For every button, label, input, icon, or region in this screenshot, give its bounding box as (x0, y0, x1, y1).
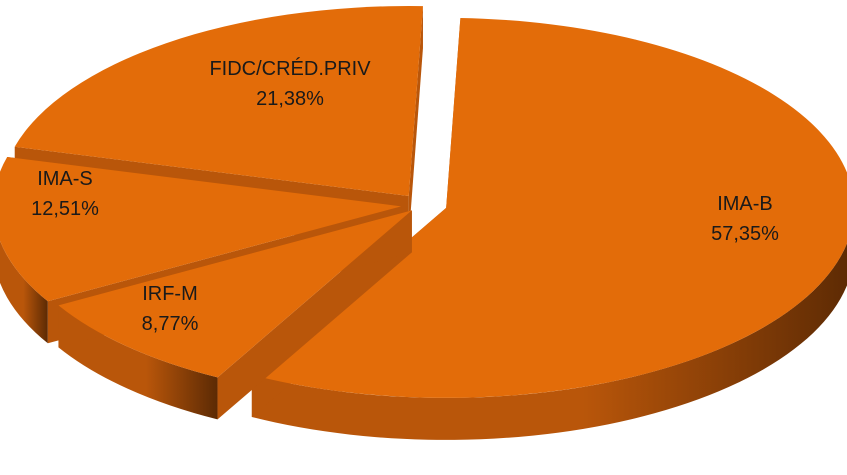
pie-slice-side (251, 243, 847, 440)
slice-value-ima-s: 12,51% (31, 198, 99, 220)
pie-slice-top (0, 157, 402, 302)
slice-value-fidc-cr-d-priv: 21,38% (256, 88, 324, 110)
pie-slice-top (251, 18, 847, 398)
pie-slice-irf-m (58, 210, 412, 420)
pie-slice-top (14, 6, 423, 197)
pie-slice-top (58, 210, 412, 378)
slice-value-ima-b: 57,35% (711, 223, 779, 245)
slice-label-ima-b: IMA-B (717, 193, 773, 215)
slice-label-ima-s: IMA-S (37, 168, 93, 190)
pie-slice-side (0, 240, 48, 344)
slice-label-fidc-cr-d-priv: FIDC/CRÉD.PRIV (209, 57, 371, 80)
slice-value-irf-m: 8,77% (142, 313, 199, 335)
slice-label-irf-m: IRF-M (142, 283, 198, 305)
pie-slice-cut-face (408, 6, 423, 239)
